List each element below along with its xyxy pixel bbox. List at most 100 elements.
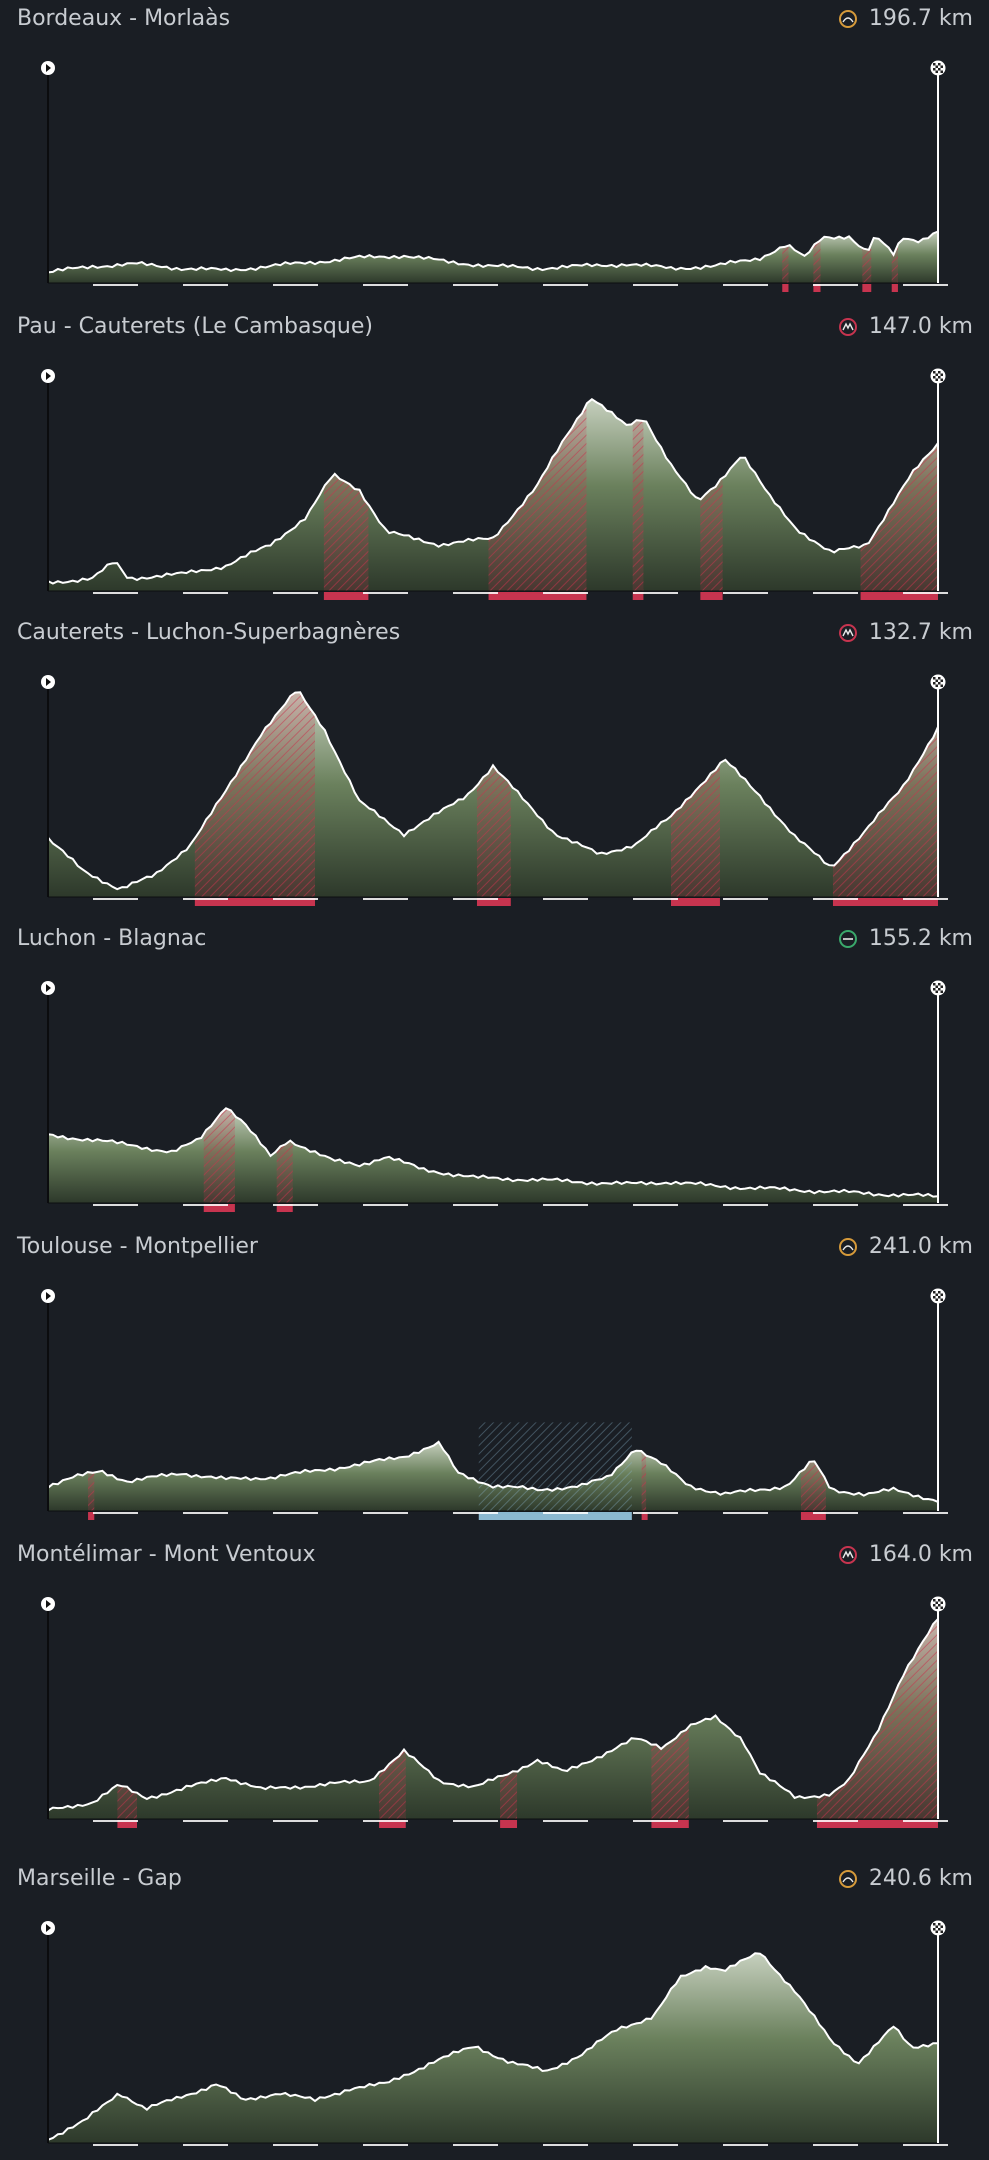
- elevation-profile-chart: [41, 674, 948, 906]
- elevation-profile-chart: [41, 1596, 948, 1828]
- finish-flag-icon: [930, 368, 946, 384]
- stage-title: Toulouse - Montpellier: [17, 1234, 258, 1259]
- gravel-hatch: [478, 1422, 632, 1511]
- climb-marker: [323, 592, 369, 600]
- climb-marker: [671, 898, 720, 906]
- stage-meta: 240.6 km: [838, 1866, 973, 1891]
- stage-title: Luchon - Blagnac: [17, 926, 207, 951]
- stage-meta: 241.0 km: [838, 1234, 973, 1259]
- climb-hatch: [88, 1441, 95, 1511]
- climb-marker: [500, 1820, 518, 1828]
- climb-hatch: [651, 1618, 689, 1819]
- mountain-icon: [838, 1545, 857, 1564]
- profile-line: [47, 230, 939, 274]
- climb-marker: [379, 1820, 406, 1828]
- climb-hatch: [700, 399, 723, 591]
- stage-distance: 240.6 km: [868, 1866, 973, 1891]
- climb-hatch: [632, 399, 644, 591]
- mountain-icon: [838, 317, 857, 336]
- stage-title: Marseille - Gap: [17, 1866, 182, 1891]
- climb-marker: [860, 592, 938, 600]
- finish-flag-icon: [930, 980, 946, 996]
- finish-flag-icon: [930, 1920, 946, 1936]
- climb-hatch: [832, 692, 938, 897]
- profile-line: [47, 1618, 939, 1812]
- terrain-area: [48, 1108, 938, 1203]
- terrain-area: [48, 1441, 938, 1511]
- climb-hatch: [641, 1441, 647, 1511]
- stage-card[interactable]: Cauterets - Luchon-Superbagnères 132.7 km: [0, 614, 989, 914]
- climb-hatch: [500, 1618, 518, 1819]
- start-flag-icon: [41, 981, 55, 995]
- start-flag-icon: [41, 1921, 55, 1935]
- climb-hatch: [379, 1618, 406, 1819]
- climb-hatch: [476, 692, 511, 897]
- climb-marker: [641, 1512, 648, 1520]
- stage-distance: 147.0 km: [868, 314, 973, 339]
- stage-title: Montélimar - Mont Ventoux: [17, 1542, 316, 1567]
- climb-hatch: [813, 231, 821, 283]
- elevation-profile-chart: [41, 1288, 948, 1520]
- elevation-profile-chart: [41, 980, 948, 1212]
- stage-card[interactable]: Marseille - Gap 240.6 km: [0, 1860, 989, 2160]
- stage-meta: 155.2 km: [838, 926, 973, 951]
- start-flag-icon: [41, 1597, 55, 1611]
- finish-flag-icon: [930, 1596, 946, 1612]
- hilly-icon: [838, 1869, 857, 1888]
- stage-card[interactable]: Montélimar - Mont Ventoux 164.0 km: [0, 1536, 989, 1836]
- profile-line: [47, 691, 939, 891]
- climb-marker: [476, 898, 511, 906]
- climb-hatch: [862, 231, 872, 283]
- hilly-icon: [838, 9, 857, 28]
- stage-distance: 164.0 km: [868, 1542, 973, 1567]
- climb-hatch: [891, 231, 898, 283]
- climb-marker: [862, 284, 872, 292]
- profile-line: [47, 1952, 938, 2141]
- hilly-icon: [838, 1237, 857, 1256]
- stage-title: Cauterets - Luchon-Superbagnères: [17, 620, 401, 645]
- terrain-area: [48, 1618, 938, 1819]
- climb-marker: [816, 1820, 938, 1828]
- finish-flag-icon: [930, 1288, 946, 1304]
- stage-card[interactable]: Luchon - Blagnac 155.2 km: [0, 920, 989, 1220]
- start-flag-icon: [41, 61, 55, 75]
- climb-hatch: [194, 692, 315, 897]
- climb-marker: [832, 898, 938, 906]
- terrain-area: [48, 231, 938, 283]
- stage-meta: 164.0 km: [838, 1542, 973, 1567]
- climb-marker: [813, 284, 821, 292]
- stage-card[interactable]: Pau - Cauterets (Le Cambasque) 147.0 km: [0, 308, 989, 608]
- climb-marker: [651, 1820, 689, 1828]
- climb-marker: [700, 592, 723, 600]
- finish-flag-icon: [930, 60, 946, 76]
- start-flag-icon: [41, 369, 55, 383]
- gravel-marker: [478, 1512, 632, 1520]
- elevation-profile-chart: [41, 368, 948, 600]
- stage-distance: 155.2 km: [868, 926, 973, 951]
- climb-hatch: [800, 1441, 826, 1511]
- stage-meta: 147.0 km: [838, 314, 973, 339]
- profile-line: [47, 1440, 939, 1503]
- climb-marker: [117, 1820, 137, 1828]
- climb-marker: [632, 592, 644, 600]
- stage-card[interactable]: Toulouse - Montpellier 241.0 km: [0, 1228, 989, 1528]
- climb-marker: [800, 1512, 826, 1520]
- climb-marker: [194, 898, 315, 906]
- climb-marker: [782, 284, 789, 292]
- finish-flag-icon: [930, 674, 946, 690]
- terrain-area: [48, 1953, 938, 2143]
- climb-hatch: [276, 1108, 293, 1203]
- climb-marker: [488, 592, 587, 600]
- stage-title: Bordeaux - Morlaàs: [17, 6, 231, 31]
- stage-title: Pau - Cauterets (Le Cambasque): [17, 314, 373, 339]
- elevation-profile-chart: [41, 60, 948, 292]
- climb-hatch: [782, 231, 789, 283]
- start-flag-icon: [41, 675, 55, 689]
- climb-hatch: [816, 1618, 938, 1819]
- stage-distance: 196.7 km: [868, 6, 973, 31]
- climb-hatch: [323, 399, 369, 591]
- stage-card[interactable]: Bordeaux - Morlaàs 196.7 km: [0, 0, 989, 300]
- stage-distance: 132.7 km: [868, 620, 973, 645]
- mountain-icon: [838, 623, 857, 642]
- climb-marker: [203, 1204, 235, 1212]
